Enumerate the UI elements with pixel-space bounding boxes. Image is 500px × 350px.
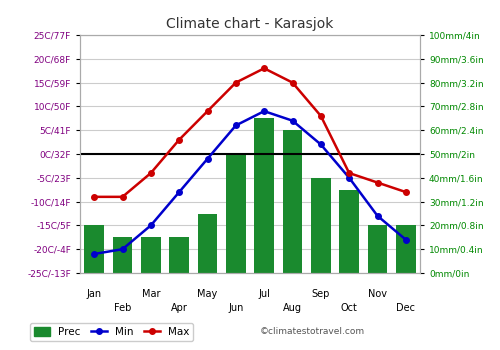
Bar xyxy=(311,178,331,273)
Text: Aug: Aug xyxy=(283,303,302,313)
Bar xyxy=(340,190,359,273)
Text: Jul: Jul xyxy=(258,289,270,299)
Text: May: May xyxy=(198,289,218,299)
Bar xyxy=(141,237,161,273)
Bar xyxy=(282,130,302,273)
Text: Nov: Nov xyxy=(368,289,387,299)
Bar xyxy=(368,225,388,273)
Bar xyxy=(170,237,189,273)
Title: Climate chart - Karasjok: Climate chart - Karasjok xyxy=(166,17,334,31)
Bar xyxy=(198,214,218,273)
Text: Oct: Oct xyxy=(340,303,357,313)
Text: Mar: Mar xyxy=(142,289,160,299)
Legend: Prec, Min, Max: Prec, Min, Max xyxy=(30,323,194,341)
Text: Apr: Apr xyxy=(170,303,188,313)
Bar xyxy=(84,225,104,273)
Bar xyxy=(112,237,132,273)
Text: Jun: Jun xyxy=(228,303,244,313)
Text: Dec: Dec xyxy=(396,303,415,313)
Bar xyxy=(254,118,274,273)
Text: Sep: Sep xyxy=(312,289,330,299)
Text: ©climatestotravel.com: ©climatestotravel.com xyxy=(260,327,365,336)
Text: Jan: Jan xyxy=(86,289,102,299)
Bar xyxy=(226,154,246,273)
Text: Feb: Feb xyxy=(114,303,131,313)
Bar xyxy=(396,225,416,273)
